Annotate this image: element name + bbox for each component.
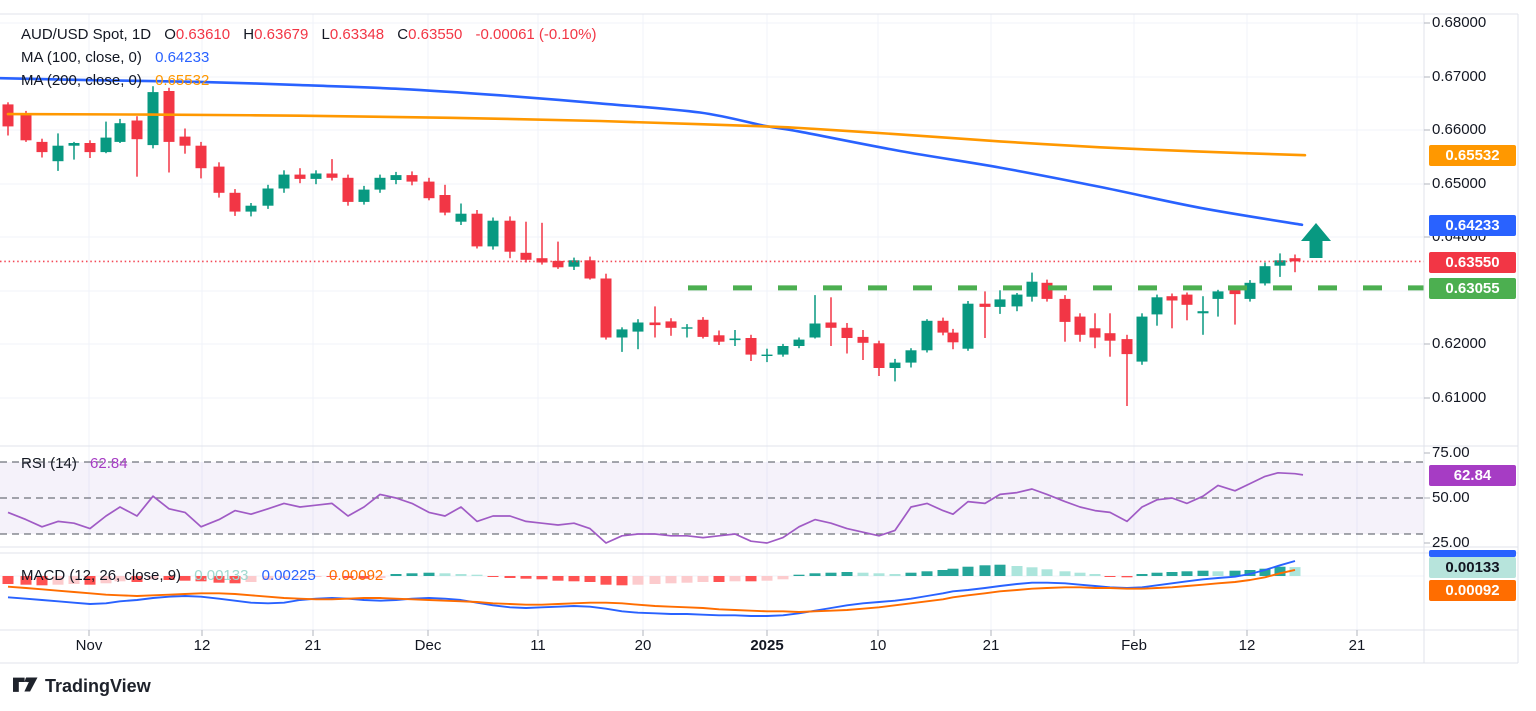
ma100-value: 0.64233: [155, 49, 210, 66]
macd-signal-value: 0.00092: [329, 567, 384, 584]
ma100-badge: 0.64233: [1429, 214, 1516, 236]
macd-label: MACD (12, 26, close, 9): [21, 567, 182, 584]
rsi-value: 62.84: [90, 455, 128, 472]
price-axis-label: 50.00: [1432, 489, 1470, 506]
time-axis-label: 12: [1238, 637, 1256, 654]
price-axis-label: 0.61000: [1432, 389, 1487, 406]
price-axis-label: 0.66000: [1432, 121, 1487, 138]
time-axis-label: 21: [982, 637, 1000, 654]
ma100-label: MA (100, close, 0): [21, 49, 142, 66]
time-axis-label: 21: [304, 637, 322, 654]
time-axis-label: 2025: [750, 637, 784, 654]
time-axis-label: 12: [193, 637, 211, 654]
macd-line-badge-clipped: [1429, 549, 1516, 557]
macd-hist-value: 0.00133: [194, 567, 249, 584]
rsi-label: RSI (14): [21, 455, 77, 472]
price-axis-label: 25.00: [1432, 534, 1470, 551]
change-value: -0.00061 (-0.10%): [475, 26, 597, 43]
ohlc-high: H0.63679: [243, 26, 309, 43]
price-axis-label: 0.67000: [1432, 68, 1487, 85]
time-axis-label: Dec: [414, 637, 442, 654]
time-axis-label: Nov: [75, 637, 103, 654]
ohlc-open: O0.63610: [164, 26, 231, 43]
symbol-title: AUD/USD Spot, 1D: [21, 26, 152, 43]
macd-signal-badge: 0.00092: [1429, 579, 1516, 601]
tradingview-logo-icon: [13, 677, 38, 692]
ma200-value: 0.65532: [155, 72, 210, 89]
price-axis-label: 0.68000: [1432, 14, 1487, 31]
ohlc-low: L0.63348: [321, 26, 385, 43]
time-axis-label: 21: [1348, 637, 1366, 654]
symbol-legend-row[interactable]: AUD/USD Spot, 1D O0.63610 H0.63679 L0.63…: [21, 23, 596, 46]
macd-line-value: 0.00225: [261, 567, 316, 584]
tradingview-logo[interactable]: TradingView: [13, 676, 151, 697]
ma200-label: MA (200, close, 0): [21, 72, 142, 89]
time-axis-label: 10: [869, 637, 887, 654]
tradingview-logo-text: TradingView: [45, 676, 151, 696]
price-axis-label: 0.62000: [1432, 335, 1487, 352]
time-axis-label: Feb: [1121, 637, 1147, 654]
ohlc-close: C0.63550: [397, 26, 463, 43]
last-price-badge: 0.63550: [1429, 251, 1516, 273]
price-axis-label: 75.00: [1432, 444, 1470, 461]
macd-hist-badge: 0.00133: [1429, 556, 1516, 578]
time-axis-label: 11: [530, 637, 546, 654]
chart-legend: AUD/USD Spot, 1D O0.63610 H0.63679 L0.63…: [21, 23, 596, 92]
support-level-badge: 0.63055: [1429, 277, 1516, 299]
time-axis-label: 20: [634, 637, 652, 654]
price-axis-label: 0.65000: [1432, 175, 1487, 192]
ma100-legend-row[interactable]: MA (100, close, 0) 0.64233: [21, 46, 596, 69]
rsi-legend-row[interactable]: RSI (14) 62.84: [21, 454, 128, 474]
rsi-value-badge: 62.84: [1429, 464, 1516, 486]
ma200-legend-row[interactable]: MA (200, close, 0) 0.65532: [21, 69, 596, 92]
macd-legend-row[interactable]: MACD (12, 26, close, 9) 0.00133 0.00225 …: [21, 566, 383, 586]
ma200-badge: 0.65532: [1429, 144, 1516, 166]
